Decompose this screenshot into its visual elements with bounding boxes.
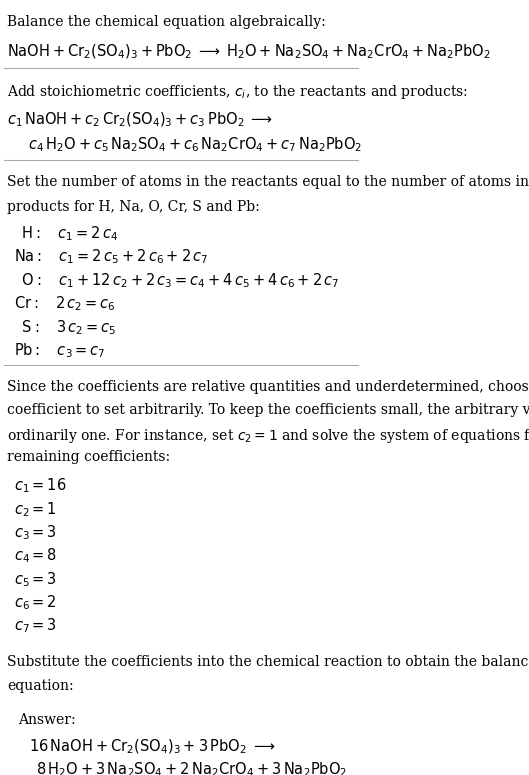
Text: Balance the chemical equation algebraically:: Balance the chemical equation algebraica… bbox=[7, 16, 326, 29]
Text: $\mathrm{Na:}\quad c_1 = 2\,c_5 + 2\,c_6 + 2\,c_7$: $\mathrm{Na:}\quad c_1 = 2\,c_5 + 2\,c_6… bbox=[14, 248, 209, 267]
Text: Since the coefficients are relative quantities and underdetermined, choose a: Since the coefficients are relative quan… bbox=[7, 380, 529, 394]
Text: equation:: equation: bbox=[7, 679, 74, 693]
Text: $8\,\mathrm{H_2O} + 3\,\mathrm{Na_2SO_4} + 2\,\mathrm{Na_2CrO_4} + 3\,\mathrm{Na: $8\,\mathrm{H_2O} + 3\,\mathrm{Na_2SO_4}… bbox=[36, 760, 348, 775]
Text: remaining coefficients:: remaining coefficients: bbox=[7, 450, 170, 464]
Text: $c_2 = 1$: $c_2 = 1$ bbox=[14, 500, 57, 518]
Text: Add stoichiometric coefficients, $c_i$, to the reactants and products:: Add stoichiometric coefficients, $c_i$, … bbox=[7, 83, 468, 101]
Text: $\;\;\mathrm{O:}\quad c_1 + 12\,c_2 + 2\,c_3 = c_4 + 4\,c_5 + 4\,c_6 + 2\,c_7$: $\;\;\mathrm{O:}\quad c_1 + 12\,c_2 + 2\… bbox=[14, 271, 340, 290]
Text: $\quad c_4\,\mathrm{H_2O} + c_5\,\mathrm{Na_2SO_4} + c_6\,\mathrm{Na_2CrO_4} + c: $\quad c_4\,\mathrm{H_2O} + c_5\,\mathrm… bbox=[14, 136, 363, 154]
Text: products for H, Na, O, Cr, S and Pb:: products for H, Na, O, Cr, S and Pb: bbox=[7, 200, 260, 214]
Text: $c_1 = 16$: $c_1 = 16$ bbox=[14, 477, 67, 495]
Text: $c_4 = 8$: $c_4 = 8$ bbox=[14, 546, 58, 565]
Text: Set the number of atoms in the reactants equal to the number of atoms in the: Set the number of atoms in the reactants… bbox=[7, 175, 529, 189]
Text: $c_7 = 3$: $c_7 = 3$ bbox=[14, 617, 58, 635]
Text: ordinarily one. For instance, set $c_2 = 1$ and solve the system of equations fo: ordinarily one. For instance, set $c_2 =… bbox=[7, 427, 529, 445]
Text: $\mathrm{Cr:}\quad 2\,c_2 = c_6$: $\mathrm{Cr:}\quad 2\,c_2 = c_6$ bbox=[14, 294, 116, 313]
Text: $c_5 = 3$: $c_5 = 3$ bbox=[14, 570, 58, 589]
Text: $16\,\mathrm{NaOH} + \mathrm{Cr_2(SO_4)_3} + 3\,\mathrm{PbO_2} \;\longrightarrow: $16\,\mathrm{NaOH} + \mathrm{Cr_2(SO_4)_… bbox=[29, 737, 276, 756]
Text: $\;\;\mathrm{H:}\quad c_1 = 2\,c_4$: $\;\;\mathrm{H:}\quad c_1 = 2\,c_4$ bbox=[14, 225, 119, 243]
Text: Substitute the coefficients into the chemical reaction to obtain the balanced: Substitute the coefficients into the che… bbox=[7, 656, 529, 670]
Text: $\mathrm{Pb:}\quad c_3 = c_7$: $\mathrm{Pb:}\quad c_3 = c_7$ bbox=[14, 341, 106, 360]
FancyBboxPatch shape bbox=[4, 699, 263, 775]
Text: $c_6 = 2$: $c_6 = 2$ bbox=[14, 594, 57, 612]
Text: $\;\;\mathrm{S:}\quad 3\,c_2 = c_5$: $\;\;\mathrm{S:}\quad 3\,c_2 = c_5$ bbox=[14, 318, 117, 336]
Text: $c_3 = 3$: $c_3 = 3$ bbox=[14, 523, 58, 542]
Text: $\mathrm{NaOH + Cr_2(SO_4)_3 + PbO_2 \;\longrightarrow\; H_2O + Na_2SO_4 + Na_2C: $\mathrm{NaOH + Cr_2(SO_4)_3 + PbO_2 \;\… bbox=[7, 43, 491, 61]
Text: $c_1\,\mathrm{NaOH} + c_2\,\mathrm{Cr_2(SO_4)_3} + c_3\,\mathrm{PbO_2} \;\longri: $c_1\,\mathrm{NaOH} + c_2\,\mathrm{Cr_2(… bbox=[7, 111, 273, 129]
Text: coefficient to set arbitrarily. To keep the coefficients small, the arbitrary va: coefficient to set arbitrarily. To keep … bbox=[7, 403, 529, 418]
Text: Answer:: Answer: bbox=[18, 713, 76, 727]
